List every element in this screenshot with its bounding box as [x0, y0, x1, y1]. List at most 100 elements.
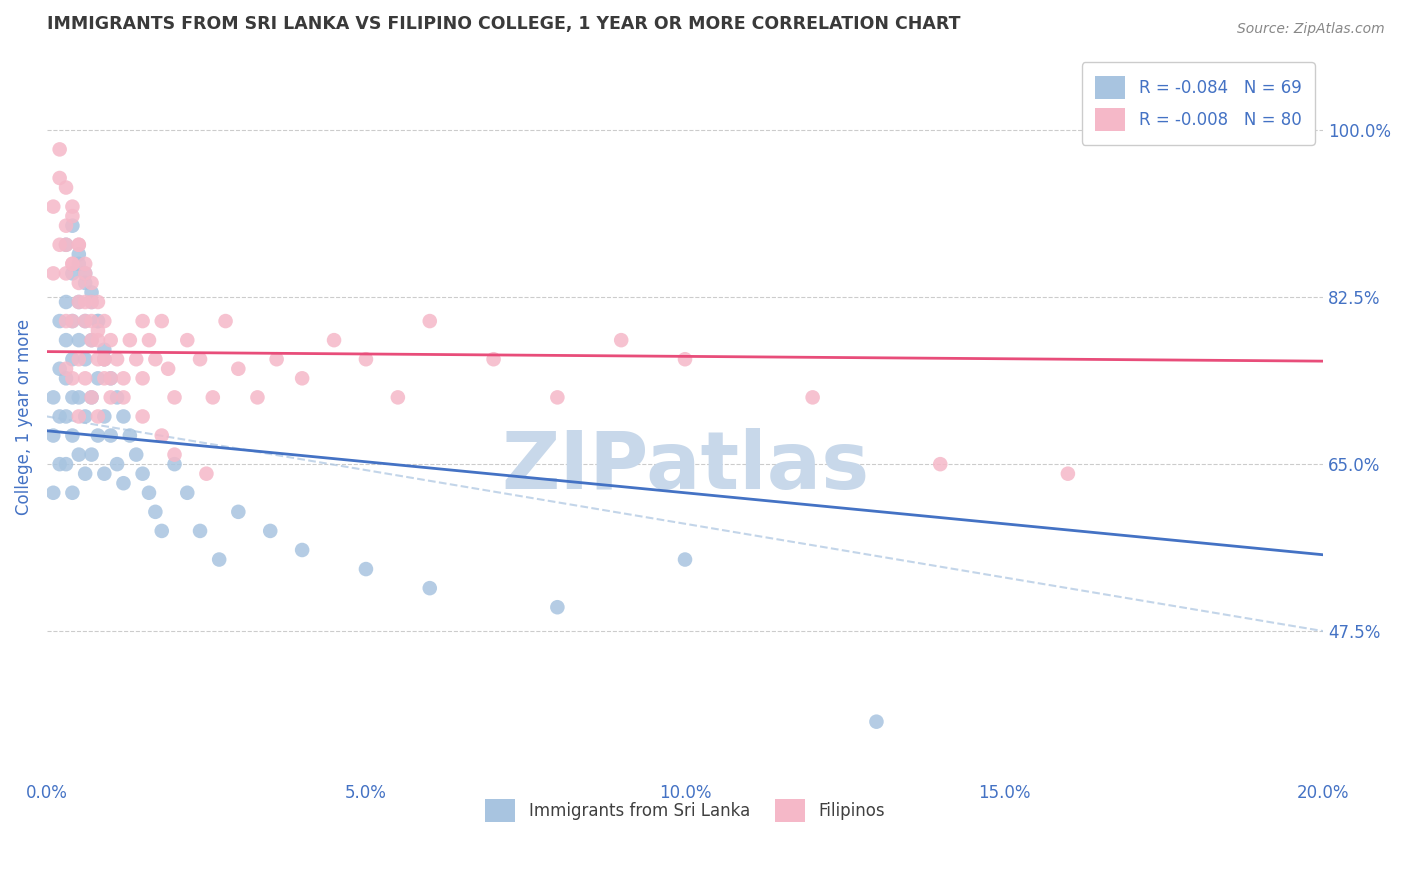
Point — [55, 457, 77, 471]
Point — [42, 390, 65, 404]
Point — [55, 237, 77, 252]
Point — [93, 352, 115, 367]
Point — [157, 361, 180, 376]
Point — [67, 409, 90, 424]
Point — [865, 714, 887, 729]
Point — [259, 524, 281, 538]
Point — [100, 371, 122, 385]
Point — [62, 266, 84, 280]
Point — [163, 457, 186, 471]
Point — [131, 371, 153, 385]
Point — [75, 314, 97, 328]
Point — [55, 314, 77, 328]
Point — [354, 352, 377, 367]
Point — [87, 295, 110, 310]
Point — [93, 343, 115, 357]
Point — [80, 295, 103, 310]
Point — [1057, 467, 1080, 481]
Point — [546, 600, 568, 615]
Point — [75, 257, 97, 271]
Point — [55, 219, 77, 233]
Point — [87, 352, 110, 367]
Point — [112, 409, 135, 424]
Point — [163, 390, 186, 404]
Point — [118, 428, 141, 442]
Point — [48, 142, 70, 156]
Point — [118, 333, 141, 347]
Point — [55, 371, 77, 385]
Point — [67, 247, 90, 261]
Point — [48, 457, 70, 471]
Point — [48, 409, 70, 424]
Point — [291, 371, 314, 385]
Point — [419, 581, 441, 595]
Point — [201, 390, 224, 404]
Point — [42, 200, 65, 214]
Point — [75, 276, 97, 290]
Point — [138, 333, 160, 347]
Point — [93, 352, 115, 367]
Y-axis label: College, 1 year or more: College, 1 year or more — [15, 318, 32, 515]
Point — [48, 361, 70, 376]
Point — [138, 485, 160, 500]
Point — [80, 276, 103, 290]
Point — [55, 237, 77, 252]
Point — [67, 237, 90, 252]
Point — [67, 237, 90, 252]
Point — [112, 371, 135, 385]
Point — [48, 237, 70, 252]
Point — [75, 314, 97, 328]
Point — [610, 333, 633, 347]
Point — [67, 295, 90, 310]
Point — [62, 428, 84, 442]
Point — [75, 295, 97, 310]
Point — [105, 352, 128, 367]
Point — [75, 409, 97, 424]
Point — [100, 333, 122, 347]
Point — [163, 448, 186, 462]
Point — [112, 390, 135, 404]
Point — [93, 409, 115, 424]
Text: Source: ZipAtlas.com: Source: ZipAtlas.com — [1237, 22, 1385, 37]
Point — [100, 390, 122, 404]
Point — [80, 333, 103, 347]
Point — [93, 467, 115, 481]
Point — [42, 266, 65, 280]
Point — [228, 505, 250, 519]
Point — [228, 361, 250, 376]
Point — [246, 390, 269, 404]
Point — [131, 467, 153, 481]
Point — [87, 371, 110, 385]
Point — [48, 171, 70, 186]
Point — [67, 257, 90, 271]
Point — [93, 371, 115, 385]
Point — [55, 409, 77, 424]
Point — [62, 371, 84, 385]
Point — [93, 352, 115, 367]
Point — [195, 467, 218, 481]
Point — [87, 314, 110, 328]
Point — [80, 390, 103, 404]
Point — [80, 285, 103, 300]
Point — [62, 314, 84, 328]
Point — [546, 390, 568, 404]
Point — [62, 219, 84, 233]
Point — [55, 295, 77, 310]
Point — [419, 314, 441, 328]
Point — [125, 352, 148, 367]
Point — [87, 428, 110, 442]
Point — [62, 352, 84, 367]
Point — [80, 314, 103, 328]
Point — [87, 333, 110, 347]
Point — [67, 390, 90, 404]
Point — [323, 333, 346, 347]
Point — [75, 266, 97, 280]
Point — [188, 524, 211, 538]
Point — [42, 428, 65, 442]
Point — [150, 428, 173, 442]
Point — [67, 333, 90, 347]
Point — [62, 200, 84, 214]
Point — [100, 371, 122, 385]
Point — [62, 314, 84, 328]
Point — [673, 552, 696, 566]
